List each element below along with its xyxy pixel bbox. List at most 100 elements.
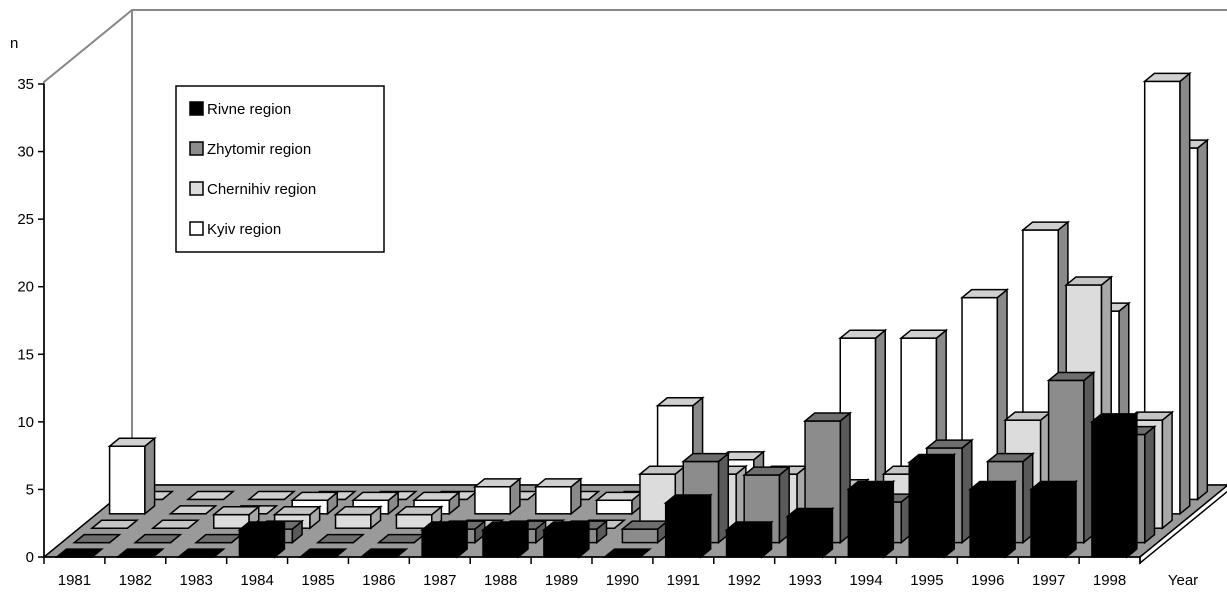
bar-side xyxy=(1196,138,1209,501)
bar-top xyxy=(298,548,348,558)
bar xyxy=(724,520,774,559)
bar-top xyxy=(480,521,531,531)
bar-top xyxy=(54,548,104,558)
x-tick-label: 1985 xyxy=(301,572,334,589)
bar-top xyxy=(359,548,409,558)
bar-top xyxy=(785,507,835,518)
bar-top xyxy=(602,548,652,558)
bar xyxy=(133,533,183,544)
bar-top xyxy=(1064,276,1114,286)
chart-axes: 0 5 10 15 20 25 30 35 n 1981 1982 1983 1984 1985 1986 1… xyxy=(10,35,1198,589)
bar xyxy=(785,506,835,559)
bar-top xyxy=(150,519,200,529)
bar xyxy=(333,505,383,530)
bar-front xyxy=(474,486,511,515)
bar xyxy=(907,452,957,559)
legend-label: Chernihiv region xyxy=(207,181,316,198)
bar-front xyxy=(664,502,702,558)
x-tick-label: 1992 xyxy=(728,572,761,589)
bar xyxy=(168,505,218,515)
bar-top xyxy=(802,412,853,422)
bar xyxy=(1028,479,1079,559)
x-tick-label: 1984 xyxy=(240,572,273,589)
bar-top xyxy=(472,478,523,488)
bar xyxy=(237,520,287,559)
series-rivne-region xyxy=(54,412,1139,559)
bar-side xyxy=(882,479,895,559)
x-tick-label: 1996 xyxy=(971,572,1004,589)
bar xyxy=(359,548,409,558)
bar-front xyxy=(908,461,946,558)
bar-top xyxy=(681,452,731,463)
bar xyxy=(602,548,652,558)
bar-top xyxy=(846,480,896,491)
bar-top xyxy=(420,521,470,531)
bar-top xyxy=(907,453,957,464)
bar-front xyxy=(1091,421,1128,558)
bar-top xyxy=(1142,72,1192,83)
x-tick-label: 1981 xyxy=(58,572,91,589)
bar-top xyxy=(899,329,949,339)
legend-swatch xyxy=(189,141,204,156)
bar-front xyxy=(847,488,885,558)
x-tick-label: 1995 xyxy=(910,572,943,589)
bar-top xyxy=(541,521,591,531)
bar-front xyxy=(334,513,372,529)
legend-item: Kyiv region xyxy=(189,221,281,238)
bar xyxy=(107,436,157,516)
bar-top xyxy=(968,480,1018,491)
bar xyxy=(472,477,523,516)
x-tick-label: 1991 xyxy=(667,572,700,589)
x-tick-label: 1982 xyxy=(119,572,152,589)
bar xyxy=(298,548,348,558)
bar-front xyxy=(108,445,146,515)
bar xyxy=(115,548,165,558)
bar xyxy=(89,519,140,529)
y-tick-label: 35 xyxy=(17,76,34,93)
bar-top xyxy=(1028,480,1079,491)
legend-label: Kyiv region xyxy=(207,221,281,238)
bar xyxy=(480,520,531,559)
bar xyxy=(594,490,644,516)
legend-item: Zhytomir region xyxy=(189,141,311,158)
bar-side xyxy=(700,493,712,559)
legend-swatch xyxy=(189,181,204,196)
legend: Rivne region Zhytomir region Chernihiv reg… xyxy=(175,85,385,253)
bar xyxy=(968,479,1018,559)
x-tick-label: 1988 xyxy=(484,572,517,589)
legend-label: Zhytomir region xyxy=(207,141,311,158)
bar-top xyxy=(185,490,236,501)
bar-side xyxy=(1126,412,1138,559)
bar-side xyxy=(144,436,156,516)
bar xyxy=(663,493,713,559)
y-tick-label: 10 xyxy=(17,414,34,431)
bar-top xyxy=(176,548,226,558)
bar-front xyxy=(786,515,824,558)
bar-top xyxy=(107,437,157,447)
bar-top xyxy=(985,452,1035,463)
bar xyxy=(176,548,226,558)
y-tick-label: 15 xyxy=(17,346,34,363)
legend-swatch xyxy=(189,221,204,236)
bar xyxy=(315,533,366,544)
x-tick-label: 1993 xyxy=(788,572,821,589)
x-tick-label: 1983 xyxy=(180,572,213,589)
x-tick-label: 1990 xyxy=(606,572,639,589)
bar-front xyxy=(725,529,763,558)
bar-top xyxy=(724,521,774,531)
y-tick-label: 30 xyxy=(17,144,34,161)
bar-top xyxy=(237,521,287,531)
legend-label: Rivne region xyxy=(207,101,291,118)
x-tick-label: 1997 xyxy=(1032,572,1065,589)
legend-box xyxy=(175,85,385,253)
bar xyxy=(72,533,122,544)
y-tick-label: 5 xyxy=(26,481,34,498)
bar xyxy=(150,519,200,529)
bar-top xyxy=(115,548,165,558)
bar-top xyxy=(394,506,444,516)
bar-top xyxy=(742,466,792,476)
x-tick-label: 1987 xyxy=(423,572,456,589)
bar-front xyxy=(595,499,633,515)
x-tick-label: 1998 xyxy=(1093,572,1126,589)
bar xyxy=(420,520,470,559)
